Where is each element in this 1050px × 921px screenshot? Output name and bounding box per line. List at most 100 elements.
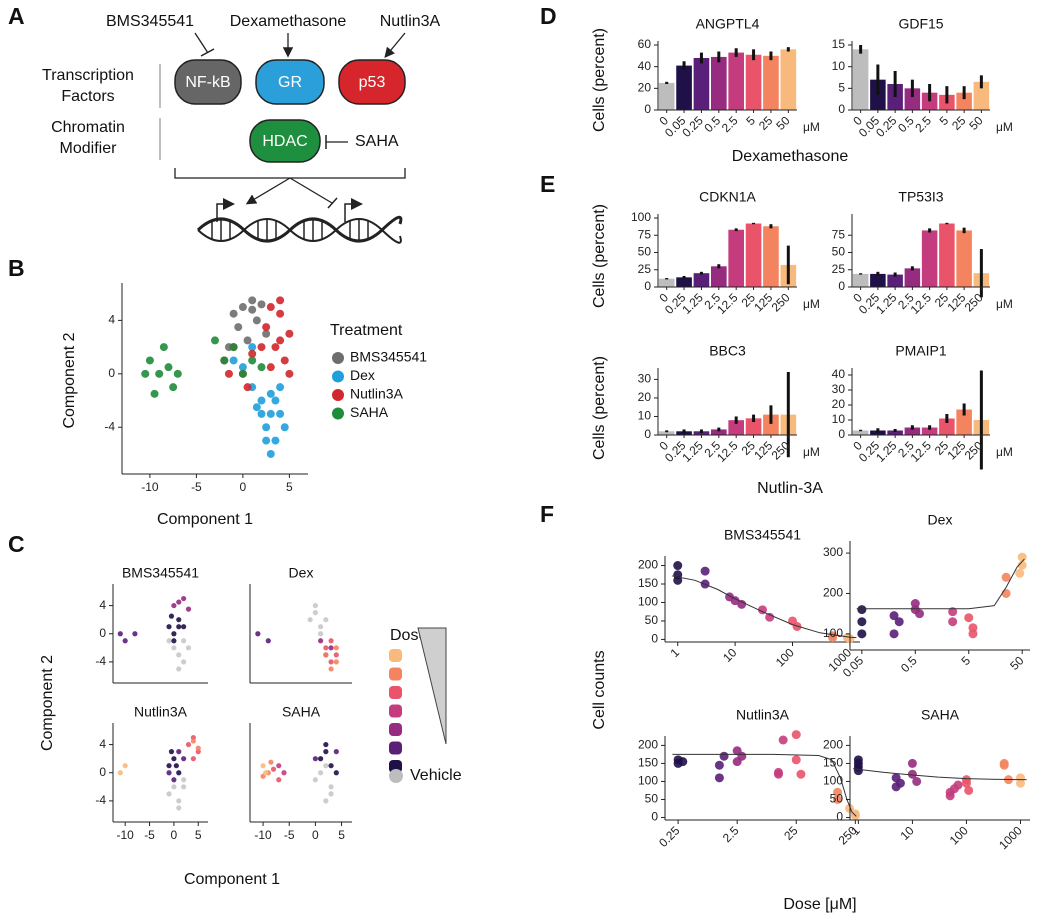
point	[999, 760, 1009, 770]
x-tick-label: 0.5	[898, 653, 920, 675]
point	[318, 624, 324, 630]
point	[248, 356, 257, 365]
x-tick-label: 2.5	[719, 113, 741, 135]
point	[248, 305, 257, 314]
bar	[710, 429, 727, 435]
legend-label: Dex	[350, 367, 375, 383]
bar	[887, 274, 903, 287]
point	[719, 751, 729, 761]
y-tick-label: 100	[823, 626, 843, 640]
x-tick-label: 10	[897, 823, 917, 843]
point	[318, 770, 324, 776]
x-tick-label: 50	[1007, 653, 1027, 673]
point	[252, 403, 261, 412]
point	[891, 782, 901, 792]
point	[307, 617, 313, 623]
x-tick-label: 12.5	[908, 290, 935, 317]
x-tick-label: 50	[966, 113, 986, 133]
y-tick-label: -4	[95, 654, 106, 668]
x-tick-label: 2.5	[720, 823, 742, 845]
bar	[745, 223, 762, 287]
point	[266, 409, 275, 418]
point	[796, 769, 806, 779]
point	[168, 613, 175, 619]
point	[238, 363, 247, 372]
point	[173, 763, 179, 769]
point	[229, 356, 238, 365]
y-tick-label: 300	[823, 545, 843, 559]
bar	[973, 81, 990, 110]
point	[229, 309, 238, 318]
point	[176, 798, 182, 804]
bar	[693, 273, 710, 287]
chart-title: BMS345541	[122, 565, 199, 581]
chart-title: Nutlin3A	[736, 707, 790, 723]
node-label: HDAC	[262, 133, 307, 150]
y-tick-label: 50	[645, 613, 659, 627]
y-tick-label: -4	[95, 793, 106, 807]
x-tick-label: 100	[773, 645, 797, 669]
legend-swatch	[332, 389, 344, 401]
y-tick-label: 0	[838, 279, 845, 293]
x-tick-label: 25	[781, 823, 801, 843]
x-tick-label: 1	[667, 645, 682, 660]
point	[255, 631, 261, 637]
point	[195, 745, 201, 751]
y-tick-label: 150	[638, 576, 658, 590]
node	[338, 59, 406, 105]
point	[280, 423, 289, 432]
y-tick-label: 40	[638, 59, 652, 73]
point	[166, 638, 172, 644]
point	[185, 645, 192, 651]
bar	[904, 268, 921, 287]
point	[229, 343, 238, 352]
node	[174, 59, 242, 105]
point	[889, 611, 899, 621]
bar	[956, 409, 972, 435]
y-tick-label: 100	[823, 774, 843, 788]
point	[889, 629, 899, 639]
point	[850, 809, 860, 819]
point	[243, 336, 252, 345]
point	[173, 369, 182, 378]
point	[220, 356, 229, 365]
x-tick-label: 0	[240, 480, 247, 494]
point	[737, 751, 747, 761]
chart-title: BMS345541	[724, 527, 801, 543]
point	[276, 309, 285, 318]
point	[271, 396, 280, 405]
point	[907, 769, 917, 779]
point	[176, 666, 182, 672]
activate-arrow	[245, 177, 291, 205]
point	[323, 645, 329, 651]
point	[171, 631, 177, 637]
chart-title: ANGPTL4	[696, 16, 760, 32]
y-tick-label: 150	[823, 756, 843, 770]
y-tick-label: 30	[638, 372, 652, 386]
point	[312, 610, 318, 616]
fit-curve	[856, 558, 1025, 610]
point	[968, 629, 978, 639]
point	[730, 596, 740, 606]
point	[260, 763, 266, 769]
y-tick-label: 75	[638, 227, 652, 241]
point	[791, 730, 801, 740]
point	[910, 599, 920, 609]
unit-label: μM	[996, 297, 1013, 311]
point	[714, 773, 724, 783]
node	[249, 119, 321, 163]
fit-curve	[853, 768, 1027, 781]
legend-swatch	[332, 370, 344, 383]
axis-title: Cells (percent)	[591, 28, 608, 132]
x-tick-label: -5	[191, 480, 202, 494]
y-tick-label: 60	[638, 37, 652, 51]
point	[328, 666, 334, 672]
bar	[904, 427, 921, 435]
panel-letter: F	[540, 501, 554, 527]
point	[122, 763, 128, 769]
point	[323, 652, 329, 658]
y-tick-label: 75	[832, 227, 846, 241]
point	[323, 617, 329, 623]
legend-swatch	[389, 704, 402, 718]
point	[276, 409, 285, 418]
